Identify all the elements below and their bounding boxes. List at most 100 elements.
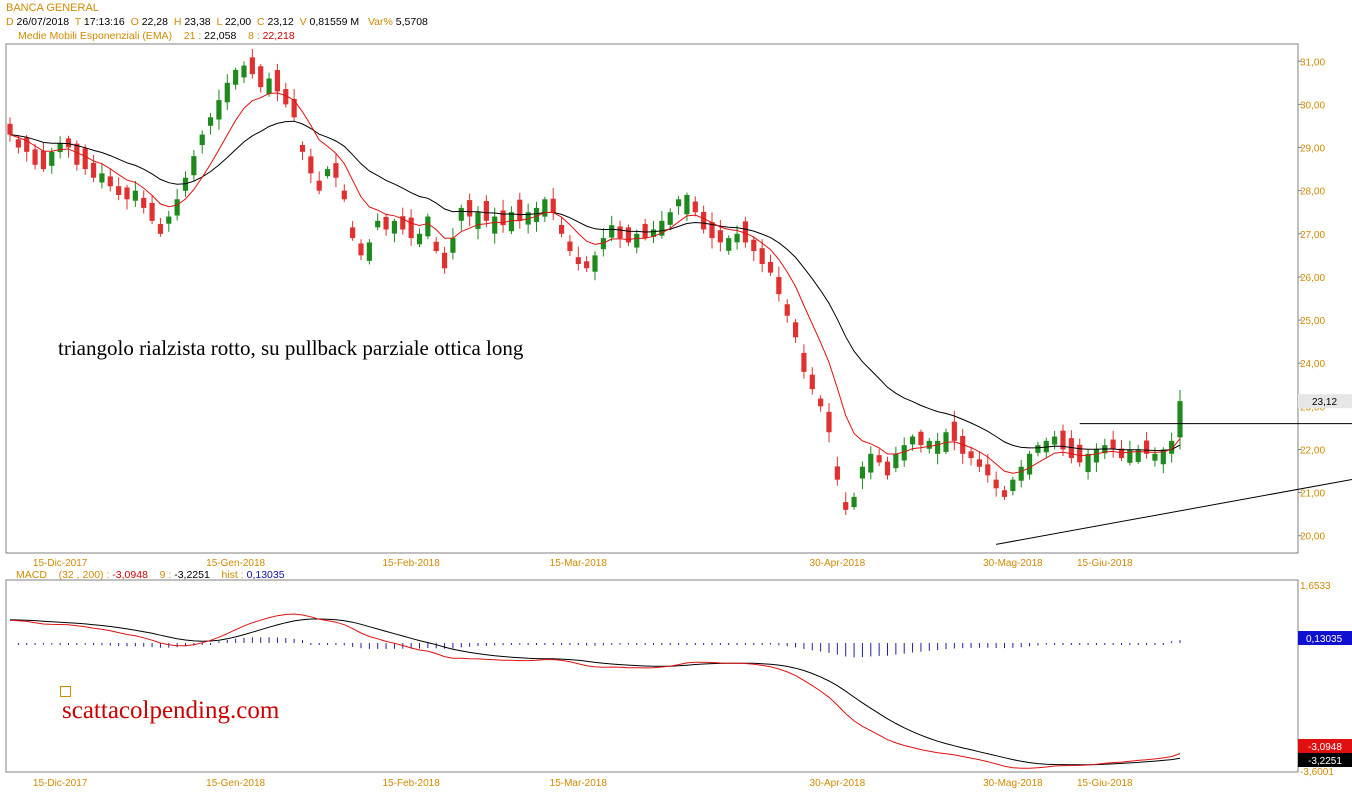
candle-body xyxy=(32,149,38,165)
candle-body xyxy=(224,82,230,103)
candle-body xyxy=(383,216,389,230)
ema8-value: 22,218 xyxy=(262,30,295,42)
candle-body xyxy=(1026,453,1033,475)
candle-body xyxy=(609,225,615,238)
macd-signal-line xyxy=(9,618,1181,766)
ema21-line xyxy=(9,120,1181,452)
candle-body xyxy=(876,455,882,463)
candle-body xyxy=(592,255,598,272)
candle-body xyxy=(1093,449,1100,463)
candle-body xyxy=(1060,430,1066,450)
date-tick-label: 15-Giu-2018 xyxy=(1077,558,1133,569)
candle-body xyxy=(968,451,974,459)
candle-body xyxy=(926,440,932,449)
candle-body xyxy=(375,220,381,228)
candle-body xyxy=(366,242,372,261)
macd-indicator: 1,6533 -3,6001 0,13035 -3,0948 -3,2251 xyxy=(9,581,1352,778)
price-tick-label: 31,00 xyxy=(1300,57,1325,68)
macd-signal-value-box xyxy=(1298,753,1352,767)
candle-body xyxy=(99,173,105,183)
price-axis: 31,00 30,00 29,00 28,00 27,00 26,00 25,00 24,00… xyxy=(1298,57,1352,543)
macd-date-tick-label: 15-Gen-2018 xyxy=(206,778,265,789)
ema-legend-name: Medie Mobili Esponenziali (EMA) xyxy=(18,30,173,42)
candle-body xyxy=(425,216,431,237)
candle-body xyxy=(843,502,849,510)
ema-lines xyxy=(9,92,1181,474)
candle-body xyxy=(107,176,113,187)
macd-value: -3,0948 xyxy=(112,569,148,581)
candle-body xyxy=(191,156,197,176)
macd-date-tick-label: 15-Dic-2017 xyxy=(33,778,88,789)
macd-legend-name: MACD xyxy=(16,569,47,581)
candle-body xyxy=(182,177,189,191)
chart-annotation: triangolo rialzista rotto, su pullback p… xyxy=(58,336,524,360)
candle-body xyxy=(901,445,907,461)
ema21-value: 22,058 xyxy=(204,30,237,42)
candle-body xyxy=(893,453,899,469)
quote-low: 22,00 xyxy=(224,16,252,28)
candle-body xyxy=(15,139,21,148)
candle-body xyxy=(408,217,414,239)
candle-body xyxy=(391,220,398,234)
price-tick-label: 30,00 xyxy=(1300,100,1325,111)
candle-body xyxy=(283,89,289,105)
quote-var: 5,5708 xyxy=(395,16,428,28)
candle-body xyxy=(1085,453,1091,473)
candle-body xyxy=(517,199,523,221)
candle-body xyxy=(316,180,322,191)
candle-body xyxy=(859,466,866,479)
quote-high: 23,38 xyxy=(184,16,211,28)
candle-body xyxy=(57,143,63,153)
candle-body xyxy=(492,216,498,234)
candle-body xyxy=(82,148,88,170)
candle-body xyxy=(851,496,857,508)
candle-body xyxy=(433,241,439,252)
candle-body xyxy=(1068,438,1074,459)
date-axis: 15-Dic-2017 15-Dic-2017 15-Gen-2018 15-Gen-… xyxy=(33,558,1133,789)
candle-body xyxy=(74,143,80,165)
candle-body xyxy=(1010,479,1016,492)
candle-body xyxy=(834,466,840,480)
candle-body xyxy=(1135,449,1141,462)
candle-body xyxy=(809,374,815,390)
candle-body xyxy=(40,150,47,170)
candle-body xyxy=(784,304,790,316)
candle-body xyxy=(701,211,707,230)
macd-axis-bottom: -3,6001 xyxy=(1300,767,1334,778)
macd-axis-top: 1,6533 xyxy=(1300,581,1331,592)
candle-body xyxy=(199,134,205,146)
candle-body xyxy=(508,212,515,232)
candle-body xyxy=(675,199,682,207)
quote-date: 26/07/2018 xyxy=(16,16,70,28)
candle-body xyxy=(441,252,448,269)
candle-body xyxy=(1052,436,1058,445)
candle-body xyxy=(266,78,272,94)
macd-line xyxy=(9,613,1181,769)
candle-body xyxy=(1152,453,1158,461)
quote-volume: 0,81559 M xyxy=(309,16,360,28)
price-tick-label: 27,00 xyxy=(1300,230,1325,241)
candle-body xyxy=(1035,445,1041,453)
candle-body xyxy=(792,322,799,338)
candle-body xyxy=(826,411,832,433)
candle-body xyxy=(132,190,138,201)
trendlines xyxy=(996,423,1352,545)
candle-body xyxy=(500,210,506,226)
watermark-box-icon xyxy=(60,686,71,697)
candle-body xyxy=(400,216,406,230)
candle-body xyxy=(567,241,573,252)
candle-body xyxy=(207,117,214,126)
ema-legend: Medie Mobili Esponenziali (EMA) 21 : 22,… xyxy=(18,30,295,42)
price-tick-label: 25,00 xyxy=(1300,316,1325,327)
macd-value-box xyxy=(1298,739,1352,753)
candle-body xyxy=(726,238,732,251)
candle-body xyxy=(709,222,715,239)
date-tick-label: 15-Feb-2018 xyxy=(383,558,441,569)
candle-body xyxy=(1143,440,1150,454)
candle-body xyxy=(642,223,648,239)
price-tick-label: 29,00 xyxy=(1300,144,1325,155)
candle-body xyxy=(149,202,155,221)
candle-body xyxy=(291,98,297,118)
candle-body xyxy=(717,230,723,243)
